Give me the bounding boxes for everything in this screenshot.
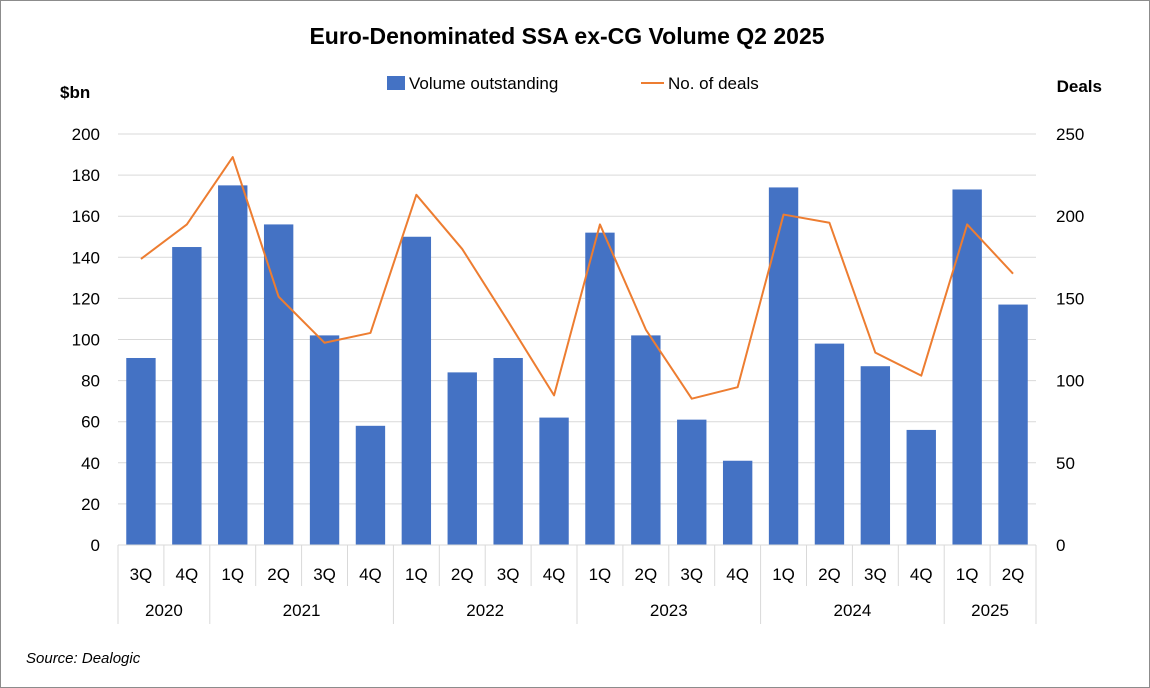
- bar: [631, 335, 661, 545]
- bar: [447, 372, 477, 545]
- x-tick-label: 3Q: [130, 565, 153, 584]
- y2-axis-label: Deals: [1057, 77, 1102, 96]
- y-tick-label: 80: [81, 372, 100, 391]
- bar: [493, 357, 523, 545]
- bar: [355, 425, 386, 545]
- bar: [906, 429, 936, 545]
- y-tick-label: 0: [91, 536, 100, 555]
- bar: [401, 236, 432, 545]
- year-group-label: 2025: [971, 601, 1009, 620]
- bar: [172, 247, 202, 545]
- y-tick-label: 120: [72, 289, 100, 308]
- bar: [952, 189, 982, 546]
- legend: Volume outstanding No. of deals: [387, 74, 759, 93]
- x-axis: 3Q 4Q 1Q 2Q 3Q 4Q 1Q 2Q 3Q 4Q 1Q 2Q 3Q 4Q 1Q 2Q 3Q 4Q 1Q 2Q…: [117, 544, 1037, 624]
- x-tick-label: 2Q: [451, 565, 474, 584]
- legend-bar-label: Volume outstanding: [409, 74, 558, 93]
- y2-tick-label: 150: [1056, 289, 1084, 308]
- legend-line-label: No. of deals: [668, 74, 759, 93]
- y2-tick-label: 0: [1056, 536, 1065, 555]
- y2-axis-ticks: 0 50 100 150 200 250: [1056, 125, 1084, 555]
- x-tick-label: 1Q: [589, 565, 612, 584]
- y-tick-label: 200: [72, 125, 100, 144]
- y-tick-label: 100: [72, 331, 100, 350]
- y-tick-label: 60: [81, 413, 100, 432]
- bar: [768, 187, 799, 545]
- bar: [814, 343, 845, 545]
- x-tick-label: 2Q: [1002, 565, 1025, 584]
- x-tick-label: 2Q: [818, 565, 841, 584]
- x-tick-label: 3Q: [864, 565, 887, 584]
- y-tick-label: 180: [72, 166, 100, 185]
- y2-tick-label: 250: [1056, 125, 1084, 144]
- bar: [309, 335, 340, 545]
- x-tick-label: 4Q: [176, 565, 199, 584]
- y2-tick-label: 50: [1056, 454, 1075, 473]
- source-note: Source: Dealogic: [26, 650, 141, 667]
- bar: [860, 366, 891, 545]
- year-group-label: 2023: [650, 601, 688, 620]
- x-tick-label: 1Q: [772, 565, 795, 584]
- y-axis-ticks: 0 20 40 60 80 100 120 140 160 180 200: [72, 125, 100, 555]
- y-tick-label: 160: [72, 207, 100, 226]
- x-tick-label: 2Q: [635, 565, 658, 584]
- year-group-label: 2021: [283, 601, 321, 620]
- x-tick-label: 4Q: [726, 565, 749, 584]
- y-tick-label: 20: [81, 495, 100, 514]
- x-tick-label: 1Q: [405, 565, 428, 584]
- x-tick-label: 4Q: [359, 565, 382, 584]
- chart-title: Euro-Denominated SSA ex-CG Volume Q2 202…: [309, 23, 824, 49]
- year-group-label: 2022: [466, 601, 504, 620]
- bar: [722, 460, 753, 545]
- x-tick-label: 2Q: [267, 565, 290, 584]
- x-tick-label: 4Q: [543, 565, 566, 584]
- x-tick-label: 1Q: [956, 565, 979, 584]
- bar: [539, 417, 569, 545]
- y-tick-label: 40: [81, 454, 100, 473]
- bar: [677, 419, 707, 545]
- bar: [585, 232, 615, 545]
- x-tick-label: 4Q: [910, 565, 933, 584]
- legend-bar-swatch: [387, 76, 405, 90]
- y-axis-label: $bn: [60, 83, 90, 102]
- x-tick-label: 3Q: [497, 565, 520, 584]
- year-group-label: 2024: [833, 601, 871, 620]
- x-tick-label: 3Q: [680, 565, 703, 584]
- gridlines: [118, 133, 1036, 505]
- bar-series: [126, 185, 1028, 546]
- bar: [998, 304, 1028, 545]
- bar: [263, 224, 294, 546]
- x-tick-label: 1Q: [221, 565, 244, 584]
- y-tick-label: 140: [72, 248, 100, 267]
- bar: [218, 185, 248, 545]
- year-group-label: 2020: [145, 601, 183, 620]
- x-tick-label: 3Q: [313, 565, 336, 584]
- y2-tick-label: 200: [1056, 207, 1084, 226]
- bar: [126, 357, 156, 545]
- line-series: [140, 156, 1014, 400]
- y2-tick-label: 100: [1056, 372, 1084, 391]
- deals-line: [140, 156, 1014, 400]
